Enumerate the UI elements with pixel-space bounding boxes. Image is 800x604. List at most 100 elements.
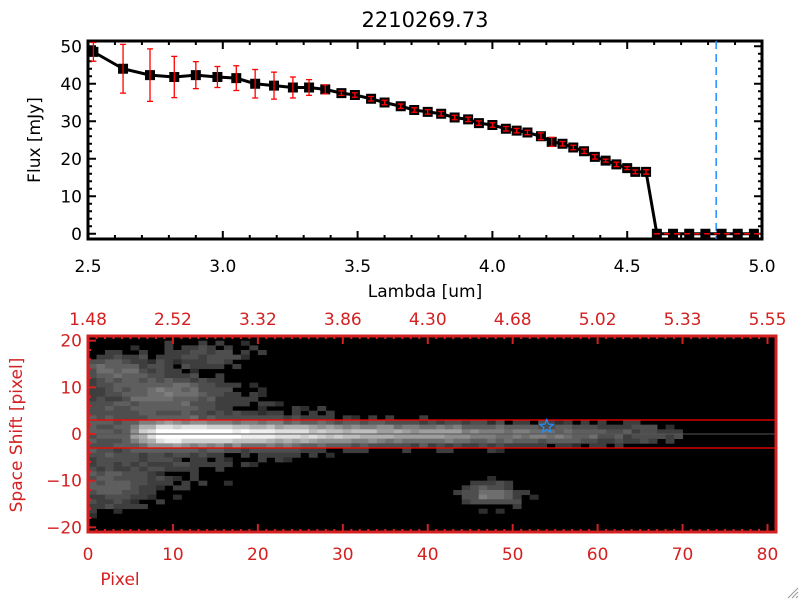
resize-grip-icon[interactable] <box>787 587 799 599</box>
heatmap-cell <box>215 457 225 463</box>
heatmap-cell <box>589 434 599 440</box>
heatmap-cell <box>206 382 216 388</box>
heatmap-cell <box>648 434 658 440</box>
heatmap-cell <box>113 378 123 384</box>
heatmap-cell <box>172 378 182 384</box>
heatmap-cell <box>96 392 106 398</box>
heatmap-cell <box>206 429 216 435</box>
heatmap-cell <box>113 401 123 407</box>
heatmap-cell <box>240 462 250 468</box>
heatmap-cell <box>597 443 607 449</box>
data-point <box>716 228 727 239</box>
heatmap-cell <box>96 396 106 402</box>
heatmap-cell <box>240 434 250 440</box>
heatmap-cell <box>266 452 276 458</box>
heatmap-cell <box>130 504 140 510</box>
heatmap-cell <box>470 424 480 430</box>
y-tick-label: 50 <box>60 37 82 57</box>
heatmap-cell <box>257 452 267 458</box>
heatmap-cell <box>283 438 293 444</box>
heatmap-cell <box>555 424 565 430</box>
heatmap-cell <box>189 434 199 440</box>
heatmap-cell <box>130 359 140 365</box>
y-tick-label: 20 <box>60 332 82 352</box>
heatmap-cell <box>113 443 123 449</box>
heatmap-cell <box>88 364 97 370</box>
heatmap-cell <box>546 438 556 444</box>
heatmap-cell <box>96 476 106 482</box>
heatmap-cell <box>96 494 106 500</box>
heatmap-cell <box>155 378 165 384</box>
heatmap-cell <box>223 396 233 402</box>
heatmap-cell <box>189 410 199 416</box>
heatmap-cell <box>147 443 157 449</box>
heatmap-cell <box>342 429 352 435</box>
heatmap-cell <box>223 457 233 463</box>
heatmap-cell <box>189 420 199 426</box>
heatmap-cell <box>130 434 140 440</box>
heatmap-cell <box>478 424 488 430</box>
heatmap-cell <box>478 443 488 449</box>
heatmap-cell <box>512 429 522 435</box>
heatmap-cell <box>580 420 590 426</box>
heatmap-cell <box>461 499 471 505</box>
heatmap-cell <box>597 429 607 435</box>
heatmap-cell <box>317 438 327 444</box>
heatmap-cell <box>223 382 233 388</box>
heatmap-cell <box>172 415 182 421</box>
heatmap-cell <box>104 420 114 426</box>
heatmap-cell <box>266 434 276 440</box>
heatmap-cell <box>504 485 514 491</box>
heatmap-cell <box>96 471 106 477</box>
heatmap-cell <box>198 462 208 468</box>
heatmap-cell <box>240 354 250 360</box>
heatmap-cell <box>461 485 471 491</box>
heatmap-cell <box>521 434 531 440</box>
heatmap-cell <box>104 443 114 449</box>
heatmap-cell <box>521 429 531 435</box>
heatmap-cell <box>487 429 497 435</box>
heatmap-cell <box>563 420 573 426</box>
heatmap-cell <box>113 424 123 430</box>
heatmap-cell <box>104 466 114 472</box>
heatmap-cell <box>96 448 106 454</box>
heatmap-cell <box>334 420 344 426</box>
heatmap-cell <box>648 424 658 430</box>
heatmap-cell <box>155 452 165 458</box>
heatmap-cell <box>198 382 208 388</box>
heatmap-cell <box>121 424 131 430</box>
heatmap-cell <box>113 462 123 468</box>
heatmap-cell <box>274 410 284 416</box>
heatmap-cell <box>495 429 505 435</box>
heatmap-cell <box>121 406 131 412</box>
heatmap-cell <box>96 480 106 486</box>
heatmap-cell <box>300 448 310 454</box>
heatmap-cell <box>351 424 361 430</box>
heatmap-cell <box>113 396 123 402</box>
heatmap-cell <box>138 382 148 388</box>
heatmap-cell <box>104 368 114 374</box>
heatmap-cell <box>257 424 267 430</box>
heatmap-cell <box>495 485 505 491</box>
heatmap-cell <box>88 438 97 444</box>
heatmap-cell <box>198 480 208 486</box>
heatmap-cell <box>88 471 97 477</box>
heatmap-cell <box>478 490 488 496</box>
heatmap-cell <box>121 354 131 360</box>
heatmap-cell <box>317 424 327 430</box>
heatmap-cell <box>274 443 284 449</box>
heatmap-cell <box>436 443 446 449</box>
heatmap-cell <box>249 434 259 440</box>
heatmap-cell <box>385 420 395 426</box>
heatmap-cell <box>257 457 267 463</box>
heatmap-cell <box>181 373 191 379</box>
heatmap-cell <box>104 457 114 463</box>
heatmap-cell <box>138 443 148 449</box>
heatmap-cell <box>130 368 140 374</box>
heatmap-cell <box>640 438 649 444</box>
heatmap-cell <box>198 415 208 421</box>
y-tick-label: 10 <box>60 187 82 207</box>
heatmap-cell <box>138 424 148 430</box>
heatmap-cell <box>495 490 505 496</box>
heatmap-cell <box>88 382 97 388</box>
